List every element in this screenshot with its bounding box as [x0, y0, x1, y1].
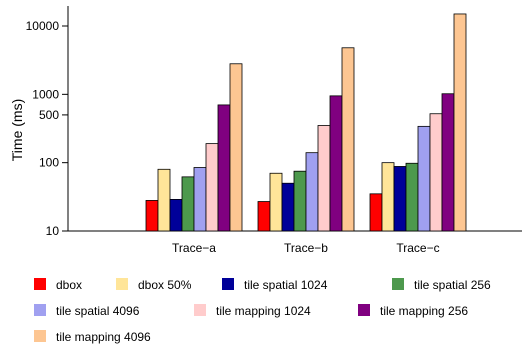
bar: [169, 199, 183, 232]
legend-swatch: [34, 330, 46, 342]
bar: [429, 113, 443, 232]
legend-swatch: [392, 278, 404, 290]
bar: [329, 95, 343, 232]
bar: [193, 167, 207, 232]
bar: [157, 168, 171, 232]
legend-label: tile spatial 256: [414, 278, 491, 292]
bar: [393, 166, 407, 232]
bar: [369, 193, 383, 232]
bar: [453, 13, 467, 232]
x-tick-label: Trace−c: [396, 241, 439, 255]
bar: [405, 162, 419, 232]
y-tick-label: 500: [39, 108, 59, 122]
bar: [341, 47, 355, 232]
legend-label: dbox 50%: [138, 278, 192, 292]
legend-swatch: [222, 278, 234, 290]
legend: dbox dbox 50% tile spatial 1024 tile spatia…: [34, 278, 491, 344]
y-tick-label: 10: [46, 224, 60, 238]
bar: [381, 162, 395, 232]
bar: [441, 93, 455, 232]
y-tick-label: 100: [39, 156, 59, 170]
legend-label: tile mapping 1024: [216, 304, 311, 318]
plot-area: 10 100 500 1000 10000 Trace−a Trace−b Trace−c: [26, 6, 522, 255]
legend-swatch: [34, 278, 46, 290]
bar: [145, 200, 159, 232]
y-tick-label: 10000: [26, 19, 60, 33]
bar: [257, 201, 271, 232]
legend-label: tile mapping 256: [380, 304, 468, 318]
legend-label: tile mapping 4096: [56, 330, 151, 344]
legend-label: dbox: [56, 278, 82, 292]
legend-swatch: [34, 304, 46, 316]
x-tick-label: Trace−b: [284, 241, 328, 255]
bar: [317, 125, 331, 232]
y-axis-title: Time (ms): [9, 99, 25, 161]
bar: [281, 182, 295, 232]
legend-swatch: [194, 304, 206, 316]
bar: [217, 104, 231, 232]
x-tick-label: Trace−a: [172, 241, 216, 255]
legend-swatch: [358, 304, 370, 316]
bar: [269, 172, 283, 232]
bar: [305, 152, 319, 232]
bar: [205, 143, 219, 232]
bar: [229, 63, 243, 232]
y-tick-label: 1000: [32, 87, 59, 101]
legend-label: tile spatial 4096: [56, 304, 140, 318]
legend-label: tile spatial 1024: [244, 278, 328, 292]
legend-swatch: [116, 278, 128, 290]
bar: [181, 176, 195, 232]
bar: [293, 170, 307, 232]
bar: [417, 125, 431, 232]
